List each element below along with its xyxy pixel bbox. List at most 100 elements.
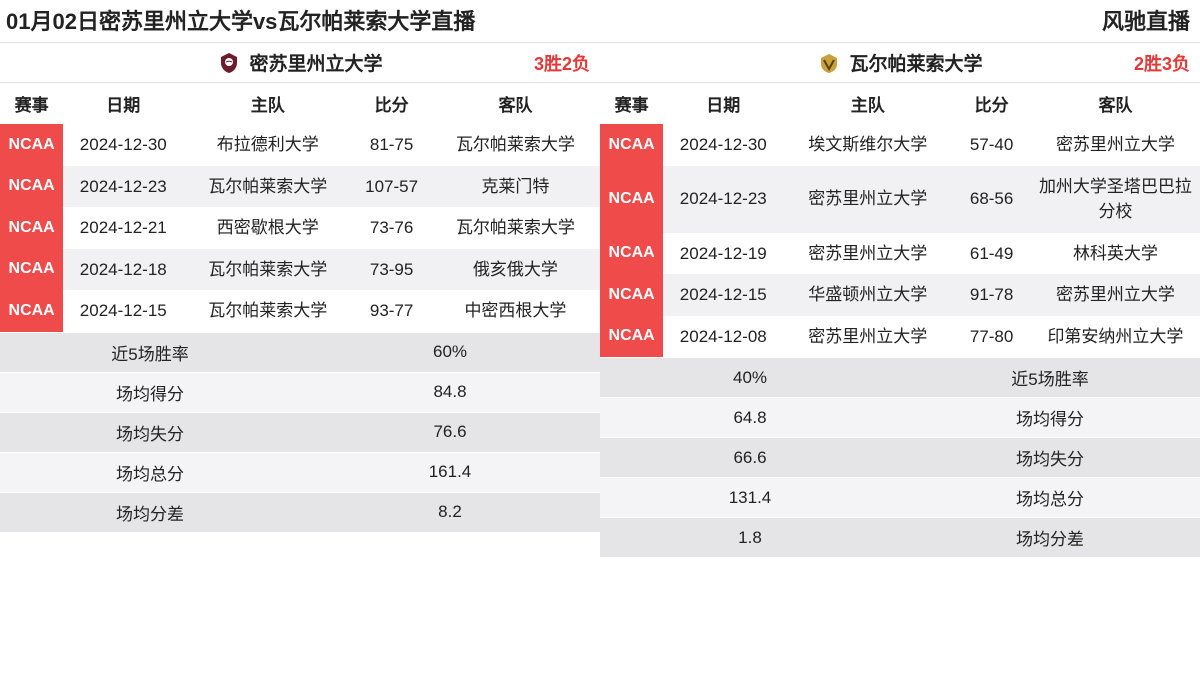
- league-cell: NCAA: [600, 316, 663, 358]
- stat-value: 131.4: [600, 478, 900, 518]
- stat-value: 161.4: [300, 452, 600, 492]
- score-cell: 57-40: [952, 124, 1031, 166]
- table-row[interactable]: NCAA2024-12-18瓦尔帕莱索大学73-95俄亥俄大学: [0, 249, 600, 291]
- away-cell: 瓦尔帕莱索大学: [431, 124, 600, 166]
- stat-label: 场均总分: [0, 452, 300, 492]
- date-cell: 2024-12-18: [63, 249, 183, 291]
- stat-row: 64.8场均得分: [600, 398, 1200, 438]
- league-cell: NCAA: [600, 166, 663, 233]
- stat-label: 场均得分: [900, 398, 1200, 438]
- stat-label: 场均总分: [900, 478, 1200, 518]
- table-row[interactable]: NCAA2024-12-15华盛顿州立大学91-78密苏里州立大学: [600, 274, 1200, 316]
- right-stats-table: 40%近5场胜率 64.8场均得分 66.6场均失分 131.4场均总分 1.8…: [600, 357, 1200, 557]
- left-team-record: 3胜2负: [534, 50, 590, 76]
- stat-row: 场均失分76.6: [0, 412, 600, 452]
- stat-value: 1.8: [600, 518, 900, 558]
- league-cell: NCAA: [0, 290, 63, 332]
- left-table-head-row: 赛事 日期 主队 比分 客队: [0, 83, 600, 124]
- table-row[interactable]: NCAA2024-12-30布拉德利大学81-75瓦尔帕莱索大学: [0, 124, 600, 166]
- right-panel-head: 瓦尔帕莱索大学 2胜3负: [600, 43, 1200, 83]
- table-row[interactable]: NCAA2024-12-08密苏里州立大学77-80印第安纳州立大学: [600, 316, 1200, 358]
- stat-value: 66.6: [600, 438, 900, 478]
- score-cell: 81-75: [352, 124, 431, 166]
- date-cell: 2024-12-30: [63, 124, 183, 166]
- stat-row: 131.4场均总分: [600, 478, 1200, 518]
- home-cell: 密苏里州立大学: [783, 233, 952, 275]
- right-team-record: 2胜3负: [1134, 50, 1190, 76]
- stat-label: 近5场胜率: [900, 358, 1200, 398]
- col-league: 赛事: [0, 83, 63, 124]
- right-team-name: 瓦尔帕莱索大学: [849, 49, 982, 76]
- league-cell: NCAA: [600, 233, 663, 275]
- stat-row: 40%近5场胜率: [600, 358, 1200, 398]
- col-league: 赛事: [600, 83, 663, 124]
- col-date: 日期: [63, 83, 183, 124]
- left-games-table: 赛事 日期 主队 比分 客队 NCAA2024-12-30布拉德利大学81-75…: [0, 83, 600, 332]
- table-row[interactable]: NCAA2024-12-21西密歇根大学73-76瓦尔帕莱索大学: [0, 207, 600, 249]
- home-cell: 瓦尔帕莱索大学: [183, 166, 352, 208]
- home-cell: 密苏里州立大学: [783, 166, 952, 233]
- stat-value: 84.8: [300, 372, 600, 412]
- stat-row: 场均得分84.8: [0, 372, 600, 412]
- panels-wrap: 密苏里州立大学 3胜2负 赛事 日期 主队 比分 客队 NCAA2024-12-…: [0, 42, 1200, 557]
- left-team-name: 密苏里州立大学: [249, 49, 382, 76]
- table-row[interactable]: NCAA2024-12-23瓦尔帕莱索大学107-57克莱门特: [0, 166, 600, 208]
- stat-label: 场均分差: [0, 492, 300, 532]
- home-cell: 西密歇根大学: [183, 207, 352, 249]
- stat-label: 场均失分: [0, 412, 300, 452]
- right-table-head-row: 赛事 日期 主队 比分 客队: [600, 83, 1200, 124]
- away-cell: 瓦尔帕莱索大学: [431, 207, 600, 249]
- score-cell: 107-57: [352, 166, 431, 208]
- left-panel: 密苏里州立大学 3胜2负 赛事 日期 主队 比分 客队 NCAA2024-12-…: [0, 42, 600, 557]
- score-cell: 91-78: [952, 274, 1031, 316]
- league-cell: NCAA: [600, 124, 663, 166]
- col-away: 客队: [1031, 83, 1200, 124]
- stat-row: 近5场胜率60%: [0, 332, 600, 372]
- table-row[interactable]: NCAA2024-12-15瓦尔帕莱索大学93-77中密西根大学: [0, 290, 600, 332]
- col-home: 主队: [183, 83, 352, 124]
- col-score: 比分: [952, 83, 1031, 124]
- right-games-table: 赛事 日期 主队 比分 客队 NCAA2024-12-30埃文斯维尔大学57-4…: [600, 83, 1200, 357]
- away-cell: 加州大学圣塔巴巴拉分校: [1031, 166, 1200, 233]
- away-cell: 中密西根大学: [431, 290, 600, 332]
- date-cell: 2024-12-08: [663, 316, 783, 358]
- stat-row: 1.8场均分差: [600, 518, 1200, 558]
- home-cell: 瓦尔帕莱索大学: [183, 290, 352, 332]
- table-row[interactable]: NCAA2024-12-30埃文斯维尔大学57-40密苏里州立大学: [600, 124, 1200, 166]
- date-cell: 2024-12-19: [663, 233, 783, 275]
- table-row[interactable]: NCAA2024-12-23密苏里州立大学68-56加州大学圣塔巴巴拉分校: [600, 166, 1200, 233]
- away-cell: 克莱门特: [431, 166, 600, 208]
- page-title: 01月02日密苏里州立大学vs瓦尔帕莱索大学直播: [6, 4, 475, 36]
- league-cell: NCAA: [0, 124, 63, 166]
- stat-label: 近5场胜率: [0, 332, 300, 372]
- score-cell: 93-77: [352, 290, 431, 332]
- brand-label: 风驰直播: [1102, 4, 1190, 36]
- stat-row: 场均总分161.4: [0, 452, 600, 492]
- score-cell: 73-76: [352, 207, 431, 249]
- date-cell: 2024-12-15: [63, 290, 183, 332]
- stat-value: 8.2: [300, 492, 600, 532]
- stat-value: 60%: [300, 332, 600, 372]
- left-stats-table: 近5场胜率60% 场均得分84.8 场均失分76.6 场均总分161.4 场均分…: [0, 332, 600, 532]
- table-row[interactable]: NCAA2024-12-19密苏里州立大学61-49林科英大学: [600, 233, 1200, 275]
- league-cell: NCAA: [600, 274, 663, 316]
- col-score: 比分: [352, 83, 431, 124]
- away-cell: 俄亥俄大学: [431, 249, 600, 291]
- left-panel-head: 密苏里州立大学 3胜2负: [0, 43, 600, 83]
- league-cell: NCAA: [0, 249, 63, 291]
- date-cell: 2024-12-23: [63, 166, 183, 208]
- score-cell: 61-49: [952, 233, 1031, 275]
- home-cell: 瓦尔帕莱索大学: [183, 249, 352, 291]
- away-cell: 密苏里州立大学: [1031, 124, 1200, 166]
- date-cell: 2024-12-23: [663, 166, 783, 233]
- right-team-logo-icon: [817, 51, 841, 75]
- home-cell: 华盛顿州立大学: [783, 274, 952, 316]
- away-cell: 密苏里州立大学: [1031, 274, 1200, 316]
- score-cell: 77-80: [952, 316, 1031, 358]
- date-cell: 2024-12-30: [663, 124, 783, 166]
- col-date: 日期: [663, 83, 783, 124]
- stat-label: 场均分差: [900, 518, 1200, 558]
- stat-row: 66.6场均失分: [600, 438, 1200, 478]
- home-cell: 布拉德利大学: [183, 124, 352, 166]
- league-cell: NCAA: [0, 207, 63, 249]
